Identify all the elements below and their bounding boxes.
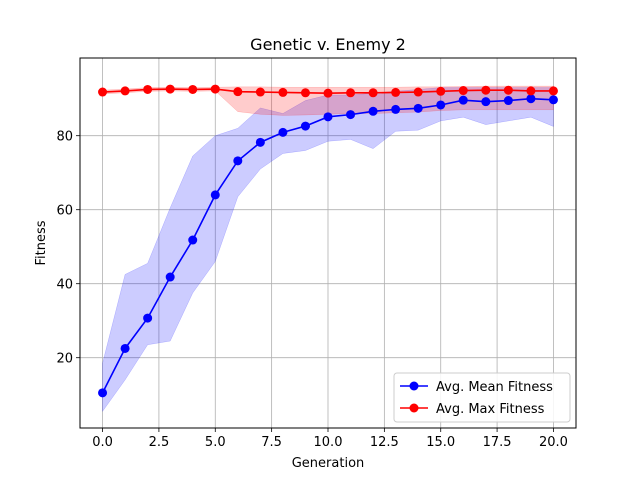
legend-swatch-marker <box>409 381 419 391</box>
x-tick-label: 0.0 <box>92 435 113 450</box>
series-0-point <box>458 95 468 105</box>
series-0-point <box>413 103 423 113</box>
series-markers <box>98 84 558 398</box>
x-tick-label: 17.5 <box>483 435 512 450</box>
series-0-point <box>368 106 378 116</box>
series-0-point <box>346 110 356 120</box>
series-0-band <box>102 87 554 413</box>
series-1-point <box>210 84 220 94</box>
x-tick-label: 2.5 <box>149 435 170 450</box>
series-1-point <box>413 87 423 97</box>
series-0-point <box>255 137 265 147</box>
series-0-point <box>165 272 175 282</box>
x-tick-label: 10.0 <box>314 435 343 450</box>
series-0-point <box>323 112 333 122</box>
y-tick-label: 40 <box>56 278 73 293</box>
series-1-point <box>300 88 310 98</box>
x-axis-title: Generation <box>292 456 365 471</box>
y-axis-title: Fitness <box>34 220 49 265</box>
x-tick-label: 5.0 <box>205 435 226 450</box>
legend-label: Avg. Max Fitness <box>436 402 545 417</box>
series-1-point <box>188 84 198 94</box>
series-0-point <box>210 190 220 200</box>
y-tick-label: 20 <box>56 352 73 367</box>
series-1-point <box>548 86 558 96</box>
legend: Avg. Mean Fitness Avg. Max Fitness <box>393 372 571 423</box>
series-1-point <box>346 88 356 98</box>
series-1-point <box>233 87 243 97</box>
x-tick-label: 20.0 <box>539 435 568 450</box>
legend-swatch-marker <box>409 403 419 413</box>
series-1-point <box>391 87 401 97</box>
series-1-point <box>503 85 513 95</box>
series-1-point <box>165 84 175 94</box>
series-1-point <box>436 86 446 96</box>
series-1-point <box>255 87 265 97</box>
series-0-point <box>98 388 108 398</box>
chart-title: Genetic v. Enemy 2 <box>250 35 406 54</box>
series-0-point <box>300 121 310 131</box>
x-tick-label: 15.0 <box>426 435 455 450</box>
y-tick-label: 60 <box>56 204 73 219</box>
series-1-point <box>278 87 288 97</box>
series-0-point <box>526 94 536 104</box>
x-tick-label: 7.5 <box>261 435 282 450</box>
series-1-point <box>323 88 333 98</box>
series-1-point <box>368 88 378 98</box>
series-1-point <box>98 87 108 97</box>
x-axis-ticks: 0.0 2.5 5.0 7.5 10.0 12.5 15.0 17.5 20.0 <box>92 428 568 450</box>
series-0-point <box>120 343 130 353</box>
series-0-point <box>143 313 153 323</box>
series-1-point <box>481 85 491 95</box>
grid <box>80 58 576 428</box>
x-tick-label: 12.5 <box>370 435 399 450</box>
legend-box <box>393 372 571 423</box>
series-1-point <box>526 86 536 96</box>
legend-label: Avg. Mean Fitness <box>436 380 553 395</box>
series-0-point <box>503 96 513 106</box>
y-axis-ticks: 20 40 60 80 <box>56 130 80 367</box>
series-0-point <box>481 97 491 107</box>
series-1-point <box>120 86 130 96</box>
y-tick-label: 80 <box>56 130 73 145</box>
series-0-point <box>436 100 446 110</box>
series-1-point <box>458 86 468 96</box>
series-0-point <box>188 235 198 245</box>
series-0-point <box>548 95 558 105</box>
series-1-point <box>143 84 153 94</box>
series-0-point <box>391 104 401 114</box>
series-0-point <box>233 156 243 166</box>
series-0-point <box>278 127 288 137</box>
